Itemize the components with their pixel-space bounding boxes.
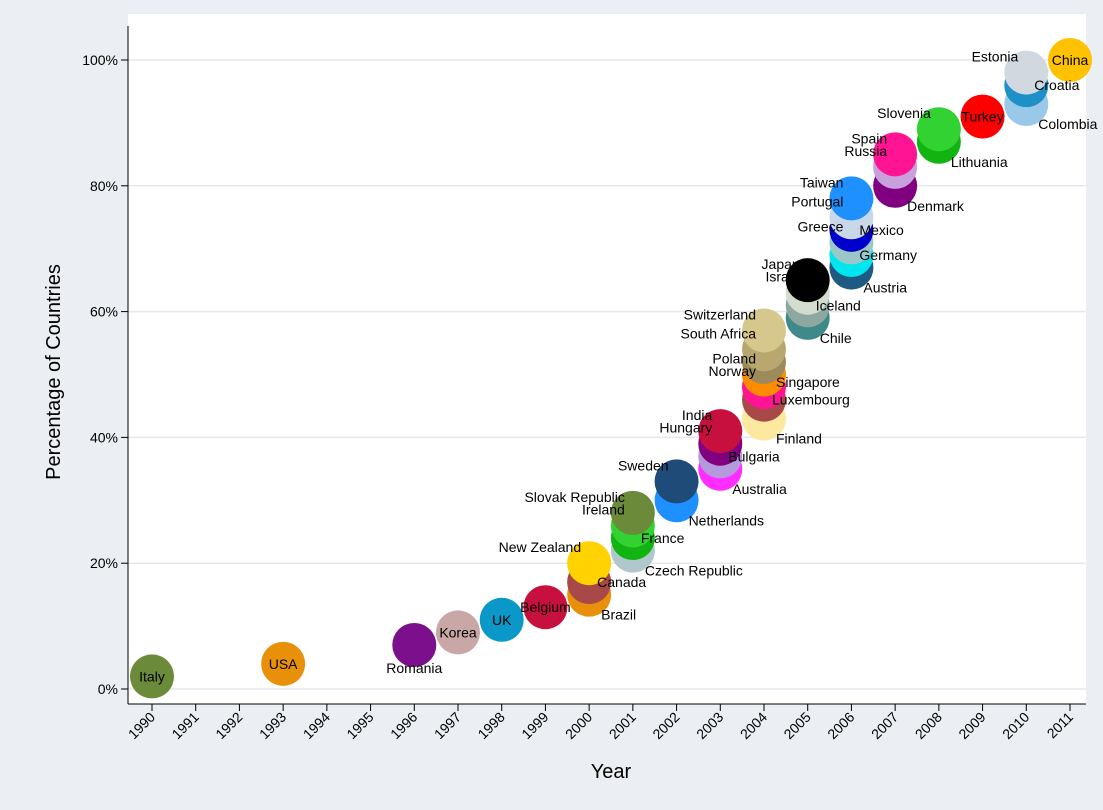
point-label: Taiwan <box>800 174 844 190</box>
point-label: Japan <box>762 256 800 272</box>
point-label: Spain <box>851 130 887 146</box>
point-label: Germany <box>859 247 917 263</box>
point-label: Norway <box>709 363 756 379</box>
y-tick-label: 80% <box>90 178 118 194</box>
point-label: Austria <box>863 280 907 296</box>
point-label: Finland <box>776 431 822 447</box>
point-label: Canada <box>597 574 646 590</box>
data-point <box>916 107 961 152</box>
point-label: Ireland <box>582 501 625 517</box>
point-label: Korea <box>439 624 477 640</box>
data-point <box>829 176 874 221</box>
point-label: Greece <box>798 218 844 234</box>
y-tick-label: 60% <box>90 304 118 320</box>
point-label: Czech Republic <box>645 563 743 579</box>
point-label: New Zealand <box>499 539 582 555</box>
point-label: South Africa <box>681 325 757 341</box>
point-label: Hungary <box>659 420 712 436</box>
y-axis-title: Percentage of Countries <box>43 264 65 480</box>
point-label: Turkey <box>961 109 1003 125</box>
data-point <box>654 459 699 504</box>
point-label: Brazil <box>601 607 636 623</box>
data-point <box>392 622 437 667</box>
data-point <box>523 585 568 630</box>
data-point <box>130 654 174 699</box>
point-label: Luxembourg <box>772 392 850 408</box>
y-tick-label: 0% <box>98 681 118 697</box>
point-label: UK <box>492 612 512 628</box>
y-tick-label: 40% <box>90 429 118 445</box>
point-label: Lithuania <box>951 154 1008 170</box>
data-point <box>960 94 1005 139</box>
point-label: Denmark <box>907 198 965 214</box>
point-label: Israel <box>765 269 799 285</box>
point-label: Chile <box>820 330 852 346</box>
point-label: Singapore <box>776 374 840 390</box>
data-point <box>742 308 786 353</box>
point-label: Switzerland <box>684 306 756 322</box>
point-label: Slovenia <box>877 105 931 121</box>
x-axis-title: Year <box>591 761 632 783</box>
point-label: India <box>682 407 713 423</box>
data-point <box>436 610 480 655</box>
data-point <box>873 132 918 177</box>
point-label: Italy <box>139 668 165 684</box>
point-label: Colombia <box>1038 116 1097 132</box>
point-label: USA <box>269 656 298 672</box>
point-label: Iceland <box>816 297 861 313</box>
point-label: Estonia <box>972 49 1019 65</box>
data-point <box>785 258 830 303</box>
point-label: Belgium <box>520 599 571 615</box>
data-point <box>261 641 306 686</box>
point-label: Russia <box>844 143 887 159</box>
data-point <box>479 597 524 642</box>
point-label: Slovak Republic <box>524 489 624 505</box>
point-label: Portugal <box>791 193 843 209</box>
y-tick-label: 100% <box>82 52 118 68</box>
point-label: China <box>1052 52 1089 68</box>
data-points <box>130 38 1092 699</box>
point-labels: Italy USA Romania Korea UK Belgium Brazil Canad… <box>139 49 1097 685</box>
y-tick-label: 20% <box>90 555 118 571</box>
point-label: Bulgaria <box>728 448 780 464</box>
data-point <box>698 409 743 454</box>
point-label: Sweden <box>618 457 669 473</box>
grid-lines <box>128 59 1086 690</box>
point-label: Croatia <box>1034 77 1079 93</box>
point-label: Netherlands <box>689 512 765 528</box>
data-point <box>567 541 612 586</box>
point-label: Australia <box>732 481 787 497</box>
point-label: France <box>641 530 685 546</box>
data-point <box>1048 38 1092 82</box>
point-label: Poland <box>712 351 756 367</box>
data-point <box>1004 50 1049 95</box>
point-label: Romania <box>386 660 442 676</box>
data-point <box>610 490 655 535</box>
point-label: Mexico <box>859 222 904 238</box>
